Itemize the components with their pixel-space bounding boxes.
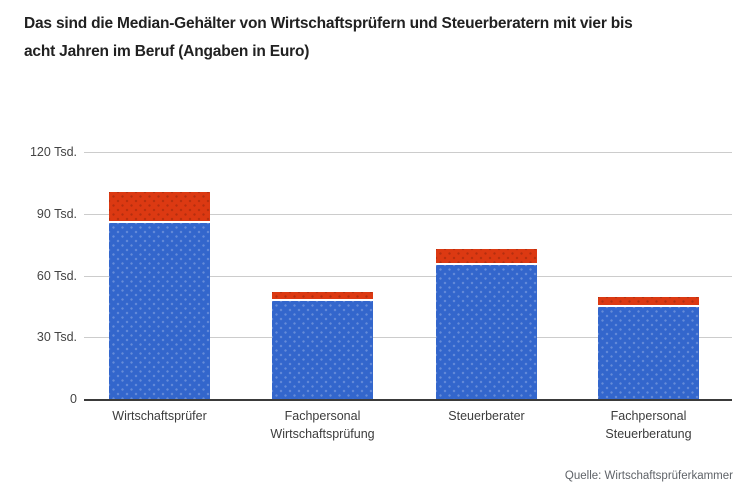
x-axis-category-label: Steuerberater <box>402 407 572 425</box>
x-axis-category-label-line: Fachpersonal <box>284 409 361 423</box>
y-axis-tick-label: 30 Tsd. <box>36 330 77 345</box>
x-axis-category-label-line: Wirtschaftsprüfung <box>270 427 375 441</box>
bar-segment-blue[interactable] <box>109 223 210 399</box>
chart-title-line-1: Das sind die Median-Gehälter von Wirtsch… <box>24 15 633 32</box>
source-attribution: Quelle: Wirtschaftsprüferkammer <box>564 470 733 482</box>
x-axis-category-label-line: Steuerberater <box>448 409 525 423</box>
x-axis-category-label-line: Steuerberatung <box>605 427 692 441</box>
gridline <box>84 275 732 277</box>
y-axis-tick-label: 0 <box>70 392 77 406</box>
bar-segment-red[interactable] <box>598 297 699 307</box>
x-axis-category-label-line: Wirtschaftsprüfer <box>112 409 207 423</box>
bar-steuerberater[interactable] <box>436 249 537 399</box>
y-axis-tick-label: 60 Tsd. <box>36 268 77 283</box>
bar-segment-blue[interactable] <box>272 301 373 399</box>
bar-segment-blue[interactable] <box>598 307 699 399</box>
y-axis: 120 Tsd. 90 Tsd. 60 Tsd. 30 Tsd. 0 <box>0 145 77 406</box>
x-axis-category-label: Fachpersonal Steuerberatung <box>564 407 734 443</box>
chart-title: Das sind die Median-Gehälter von Wirtsch… <box>24 10 744 66</box>
bar-segment-red[interactable] <box>109 192 210 223</box>
y-axis-tick-label: 90 Tsd. <box>36 206 77 221</box>
bar-fachpersonal-steuerberatung[interactable] <box>598 297 699 399</box>
gridline <box>84 337 732 339</box>
plot-area <box>84 152 732 401</box>
y-axis-tick-label: 120 Tsd. <box>29 145 77 159</box>
bar-fachpersonal-wirtschaftspr-fung[interactable] <box>272 292 373 399</box>
x-axis-category-label-line: Fachpersonal <box>610 409 687 423</box>
x-axis-category-label: Fachpersonal Wirtschaftsprüfung <box>238 407 408 443</box>
gridline <box>84 213 732 215</box>
x-axis: Wirtschaftsprüfer Fachpersonal Wirtschafts… <box>84 407 732 447</box>
bar-wirtschaftspr-fer[interactable] <box>109 192 210 399</box>
x-axis-category-label: Wirtschaftsprüfer <box>75 407 245 425</box>
bar-segment-red[interactable] <box>436 249 537 265</box>
bar-segment-red[interactable] <box>272 292 373 301</box>
bar-segment-blue[interactable] <box>436 265 537 399</box>
chart-title-line-2: acht Jahren im Beruf (Angaben in Euro) <box>24 43 310 60</box>
gridline <box>84 152 732 153</box>
